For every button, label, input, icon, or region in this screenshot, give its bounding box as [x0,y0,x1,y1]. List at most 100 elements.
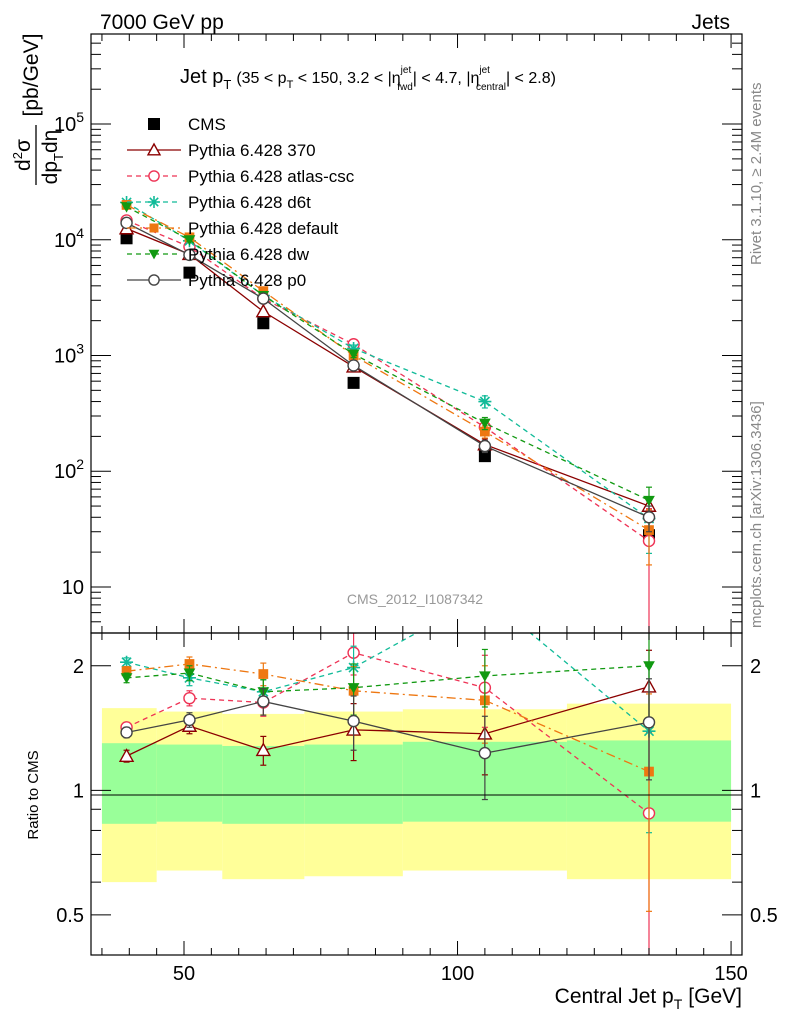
main-point-6-3 [347,359,360,372]
main-series-line-2 [126,219,650,542]
title-range3: | < 4.7, |η [413,70,480,87]
ratio-series-line-1 [126,652,650,814]
main-series-line-3 [126,201,650,520]
legend-marker-5 [148,249,160,260]
legend-entry-6: Pythia 6.428 p0 [127,271,306,290]
y-title-denominator: dpTdη [39,130,66,185]
ratio-point-4-5 [643,661,655,672]
main-point-5-3 [347,349,360,360]
main-point-0-4 [478,450,491,463]
x-tick-label-2: 150 [714,963,747,985]
ratio-point-5-0 [120,726,133,739]
legend-entry-2: Pythia 6.428 atlas-csc [127,167,355,186]
x-axis-title: Central Jet pT [GeV] [555,985,742,1012]
legend-label-6: Pythia 6.428 p0 [188,271,306,290]
main-point-1-2 [255,303,272,318]
header-left: 7000 GeV pp [100,11,224,34]
title-range4: | < 2.8) [506,70,556,87]
ratio-point-5-4 [478,746,492,760]
main-series-1 [118,220,657,518]
ratio-series-line-2 [126,633,650,732]
main-y-tick-label-3: 104 [54,225,84,252]
ratio-series-line-4 [126,665,650,693]
main-point-6-0 [120,216,133,230]
legend-entry-4: Pythia 6.428 default [127,219,339,238]
x-tick-label-1: 100 [441,963,474,985]
ratio-y-tick-label-left-2: 2 [73,656,84,678]
ratio-uncertainty-bands [101,703,732,883]
ratio-point-3-2 [258,669,269,679]
ratio-plot-frame [90,632,743,956]
main-point-0-0 [120,232,133,245]
y-title-numerator: d2σ [10,139,35,171]
ratio-point-3-0 [121,666,132,677]
ratio-series-4 [120,633,655,719]
legend: CMS Pythia 6.428 370 Pythia 6.428 atlas-cs… [127,115,355,290]
ratio-point-5-2 [257,695,270,708]
legend-marker-1 [146,142,162,156]
main-point-3-3 [347,341,361,355]
main-point-5-0 [120,202,133,213]
ratio-series-line-5 [126,700,650,754]
ratio-y-tick-label-left-0: 0.5 [56,905,84,927]
ratio-series-5 [120,678,656,801]
ratio-point-3-1 [184,659,195,669]
ratio-point-4-1 [183,668,196,679]
legend-label-0: CMS [188,115,226,134]
main-point-5-4 [479,418,491,430]
legend-marker-3 [148,196,160,208]
title-range2: < 150, 3.2 < |η [293,70,400,87]
main-series-0 [120,232,655,544]
main-series-line-6 [126,222,650,518]
y-title-unit: [pb/GeV] [20,34,43,117]
legend-entry-5: Pythia 6.428 dw [127,245,310,264]
main-y-tick-label-1: 102 [54,456,84,483]
main-series-line-4 [126,204,650,531]
main-series-6 [120,216,656,533]
legend-label-3: Pythia 6.428 d6t [188,193,311,212]
ratio-series-line-3 [126,663,650,773]
main-y-tick-label-2: 103 [54,340,84,367]
legend-marker-4 [149,223,159,233]
main-point-6-4 [478,439,492,453]
legend-marker-6 [148,274,160,286]
ratio-point-4-3 [347,683,360,694]
main-series [118,195,657,633]
ratio-point-5-1 [183,713,196,727]
main-point-0-2 [257,317,270,330]
ratio-series [118,633,657,955]
title-range-sub1: T [287,79,294,91]
legend-marker-2 [148,170,160,182]
ratio-point-5-5 [642,716,656,729]
ratio-point-1-1 [183,691,196,705]
legend-entry-1: Pythia 6.428 370 [127,141,316,160]
legend-label-5: Pythia 6.428 dw [188,245,310,264]
mcplots-label: mcplots.cern.ch [arXiv:1306.3436] [748,401,765,628]
legend-label-4: Pythia 6.428 default [188,219,339,238]
main-point-5-1 [183,235,196,246]
main-y-axis-title: d2σ dpTdη [pb/GeV] [10,34,66,185]
ratio-point-2-0 [120,655,134,669]
main-point-6-5 [642,511,656,524]
green-band-1 [156,744,223,822]
title-main-sub: T [223,77,231,92]
ratio-y-tick-label-right-2: 2 [750,656,761,678]
legend-marker-0 [148,118,160,130]
main-point-0-1 [183,266,196,279]
ratio-point-5-3 [347,714,360,728]
plot-title: Jet pT (35 < pT < 150, 3.2 < |ηjet fwd| < … [180,65,556,93]
axis-ticks: 50 100 150 10 102 103 104 105 0.5 0.5 1 1 2 2 [54,33,778,985]
main-point-3-4 [478,395,492,409]
ratio-y-tick-label-right-0: 0.5 [750,905,778,927]
rivet-label: Rivet 3.1.10, ≥ 2.4M events [748,83,765,266]
ratio-y-tick-label-right-1: 1 [750,780,761,802]
main-point-5-5 [643,495,655,507]
title-range: (35 < p [236,70,286,87]
legend-entry-3: Pythia 6.428 d6t [127,193,311,212]
title-fwd-sup: jet [400,65,412,76]
legend-label-2: Pythia 6.428 atlas-csc [188,167,355,186]
main-point-4-4 [480,426,490,437]
title-main: Jet p [180,66,223,88]
header-right: Jets [691,11,730,34]
